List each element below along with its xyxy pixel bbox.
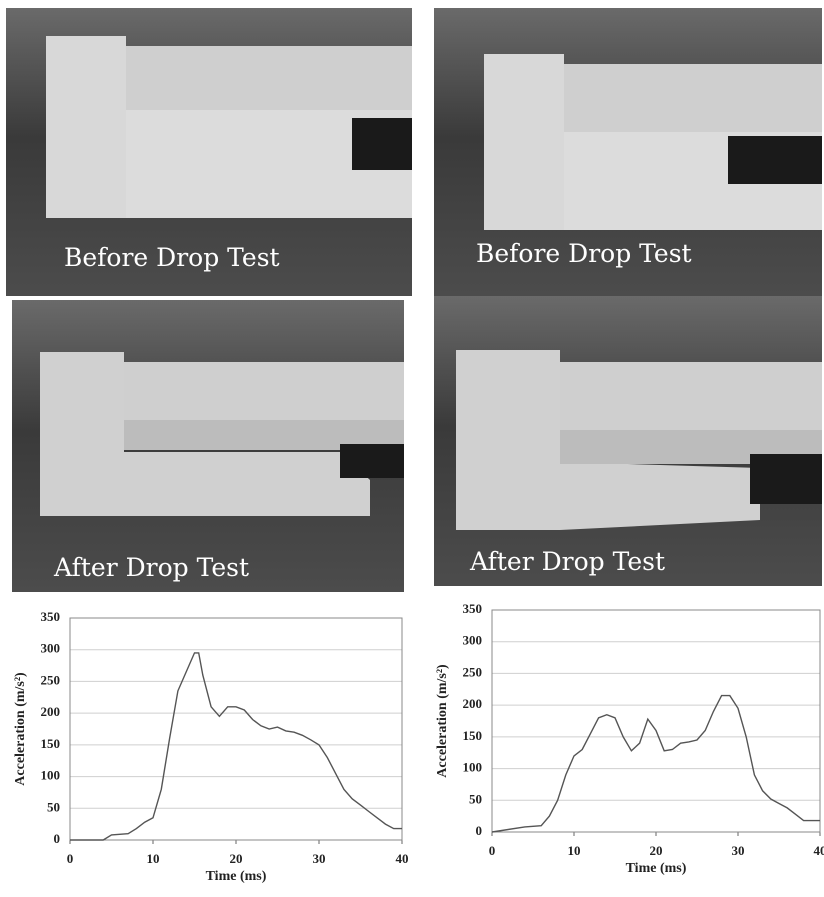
y-axis-label: Acceleration (m/s²) — [13, 672, 28, 786]
plot-frame — [69, 617, 403, 841]
photo-caption: Before Drop Test — [64, 243, 280, 272]
y-tick-label: 200 — [41, 704, 61, 719]
y-tick-label: 150 — [463, 728, 483, 743]
y-tick-label: 250 — [463, 664, 483, 679]
y-tick-label: 250 — [41, 672, 61, 687]
y-tick-label: 300 — [463, 633, 483, 648]
x-tick-label: 40 — [814, 843, 824, 858]
y-tick-label: 50 — [47, 799, 60, 814]
y-tick-label: 50 — [469, 791, 482, 806]
data-line — [70, 652, 402, 841]
x-axis-label: Time (ms) — [626, 861, 687, 876]
photo-caption: Before Drop Test — [476, 239, 692, 268]
y-tick-label: 350 — [463, 601, 483, 616]
x-axis-label: Time (ms) — [206, 869, 267, 884]
photo-caption: After Drop Test — [53, 553, 249, 582]
chart: 0 50 100 150 200 250 300 350 0 10 20 30 40 Time (ms) A… — [13, 609, 409, 884]
y-tick-label: 100 — [41, 768, 61, 783]
y-tick-label: 100 — [463, 760, 483, 775]
x-tick-label: 20 — [230, 851, 243, 866]
data-line — [491, 694, 820, 833]
y-tick-label: 0 — [476, 823, 483, 838]
x-tick-label: 30 — [732, 843, 745, 858]
x-tick-label: 10 — [147, 851, 160, 866]
x-tick-label: 20 — [650, 843, 663, 858]
x-tick-label: 10 — [568, 843, 581, 858]
x-tick-label: 0 — [67, 851, 74, 866]
photo: Before Drop Test — [6, 8, 412, 296]
y-axis-label: Acceleration (m/s²) — [435, 664, 450, 778]
x-tick-label: 30 — [313, 851, 326, 866]
photo-caption: After Drop Test — [469, 547, 665, 576]
y-tick-label: 300 — [41, 641, 61, 656]
chart: 0 50 100 150 200 250 300 350 0 10 20 30 40 Time (ms) A… — [435, 601, 824, 876]
y-tick-label: 200 — [463, 696, 483, 711]
plot-frame — [491, 609, 821, 833]
y-tick-label: 350 — [41, 609, 61, 624]
x-tick-label: 0 — [489, 843, 496, 858]
y-tick-label: 150 — [41, 736, 61, 751]
photo: Before Drop Test — [434, 8, 822, 296]
y-tick-label: 0 — [54, 831, 61, 846]
photo: After Drop Test — [434, 296, 822, 586]
x-tick-label: 40 — [396, 851, 409, 866]
photo: After Drop Test — [12, 300, 404, 592]
